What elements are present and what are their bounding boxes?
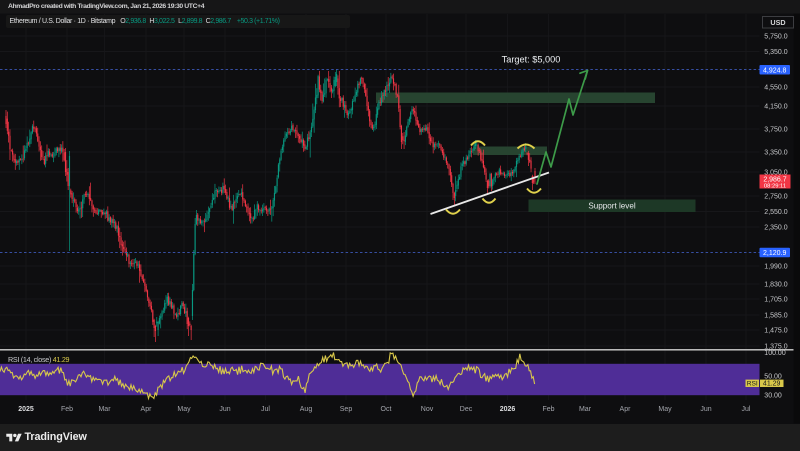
svg-text:5,750.0: 5,750.0 <box>764 34 787 41</box>
svg-text:2,120.9: 2,120.9 <box>763 250 786 257</box>
svg-text:1,705.0: 1,705.0 <box>764 297 787 304</box>
svg-text:2025: 2025 <box>18 406 34 413</box>
svg-text:Mar: Mar <box>98 406 111 413</box>
svg-text:Apr: Apr <box>141 406 153 413</box>
svg-text:Target: $5,000: Target: $5,000 <box>502 54 561 64</box>
svg-text:USD: USD <box>770 18 785 27</box>
svg-text:5,350.0: 5,350.0 <box>764 49 787 56</box>
svg-text:1,375.0: 1,375.0 <box>764 344 787 351</box>
svg-text:08:29:11: 08:29:11 <box>764 184 786 190</box>
svg-text:2,550.0: 2,550.0 <box>764 209 787 216</box>
svg-text:Feb: Feb <box>61 406 73 413</box>
svg-text:Jul: Jul <box>261 406 270 413</box>
svg-text:Jul: Jul <box>742 406 751 413</box>
svg-text:41.29: 41.29 <box>763 381 781 388</box>
svg-text:May: May <box>658 406 672 413</box>
svg-text:4,924.8: 4,924.8 <box>763 67 786 74</box>
svg-text:Dec: Dec <box>460 406 473 413</box>
svg-text:1,475.0: 1,475.0 <box>764 328 787 335</box>
svg-text:100.00: 100.00 <box>764 350 786 357</box>
svg-text:Jun: Jun <box>700 406 711 413</box>
svg-text:2,350.0: 2,350.0 <box>764 225 787 232</box>
svg-text:Support level: Support level <box>588 201 635 210</box>
svg-text:Nov: Nov <box>421 406 434 413</box>
svg-text:Jun: Jun <box>219 406 230 413</box>
svg-text:May: May <box>177 406 191 413</box>
svg-text:Oct: Oct <box>381 406 392 413</box>
svg-text:3,350.0: 3,350.0 <box>764 150 787 157</box>
svg-text:1,830.0: 1,830.0 <box>764 282 787 289</box>
svg-text:2026: 2026 <box>500 406 516 413</box>
svg-text:1,585.0: 1,585.0 <box>764 313 787 320</box>
svg-text:1,990.0: 1,990.0 <box>764 264 787 271</box>
svg-text:2,986.7: 2,986.7 <box>763 176 786 183</box>
svg-text:2,750.0: 2,750.0 <box>764 194 787 201</box>
svg-text:4,550.0: 4,550.0 <box>764 85 787 92</box>
svg-text:Aug: Aug <box>300 406 313 413</box>
svg-text:3,750.0: 3,750.0 <box>764 127 787 134</box>
svg-text:Mar: Mar <box>579 406 592 413</box>
svg-text:Feb: Feb <box>542 406 554 413</box>
svg-text:30.00: 30.00 <box>764 393 782 400</box>
svg-text:3,050.0: 3,050.0 <box>764 170 787 177</box>
svg-text:Apr: Apr <box>620 406 632 413</box>
svg-text:4,150.0: 4,150.0 <box>764 104 787 111</box>
svg-text:RSI: RSI <box>747 381 758 388</box>
svg-text:50.00: 50.00 <box>764 374 782 381</box>
svg-text:Sep: Sep <box>340 406 353 413</box>
